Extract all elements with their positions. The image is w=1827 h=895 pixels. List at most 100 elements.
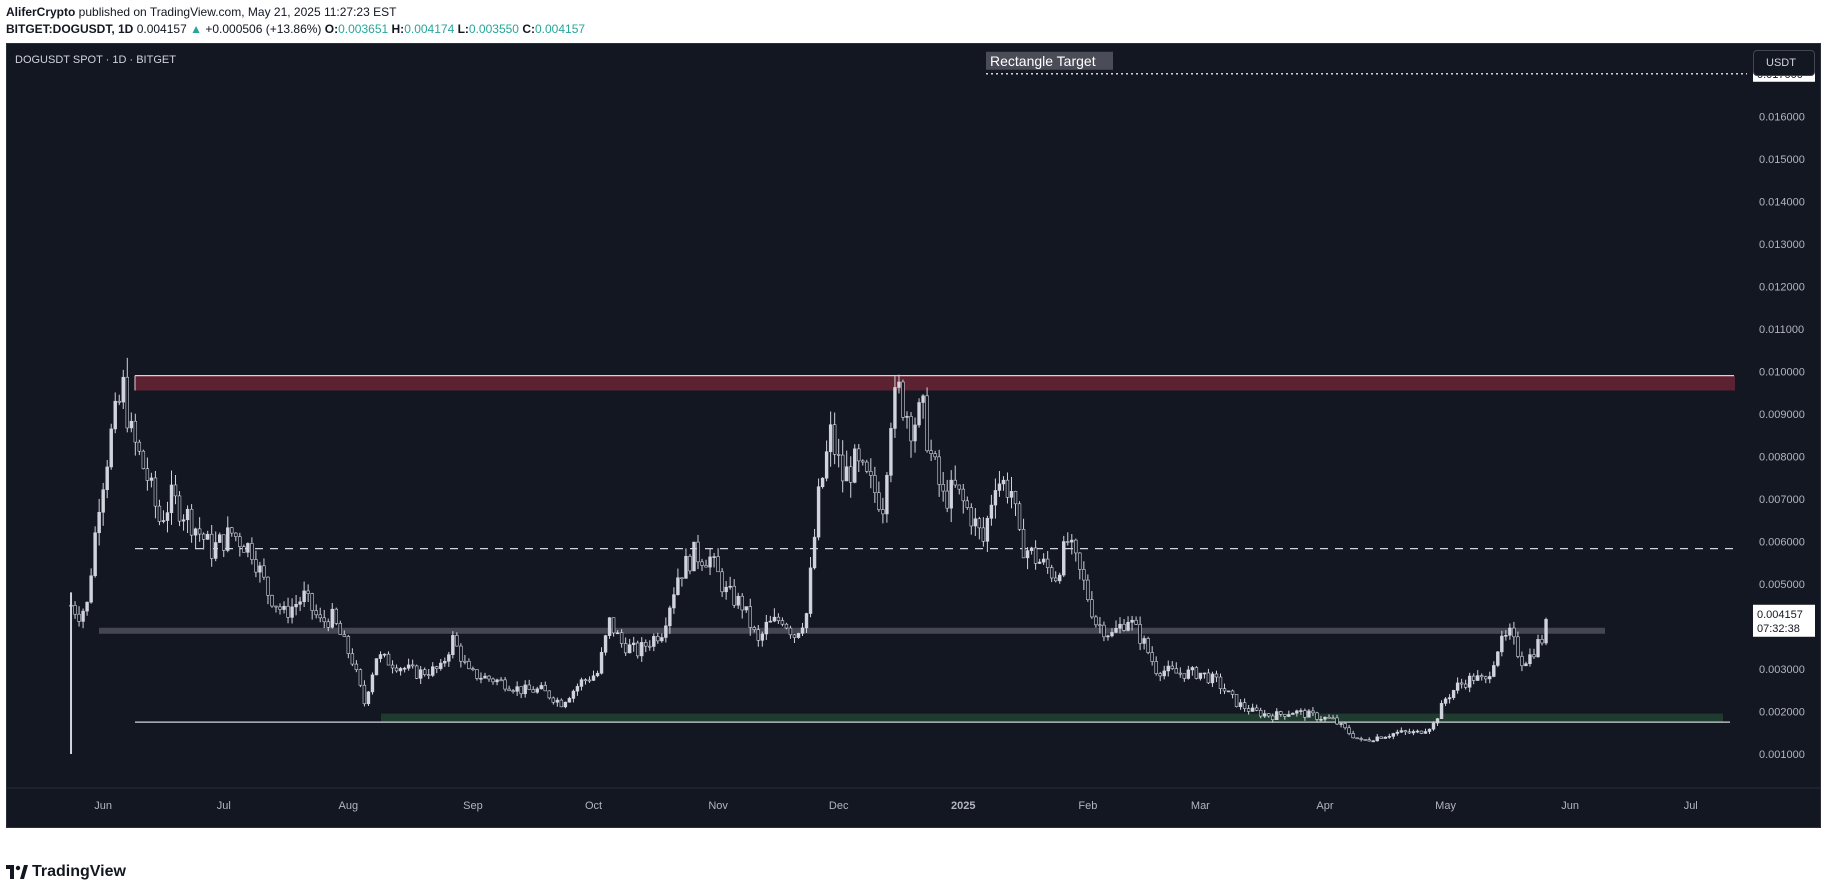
candle-body [1516, 636, 1520, 657]
candle-body [804, 613, 809, 629]
candle-body [840, 454, 845, 482]
candle-body [302, 590, 306, 603]
candle-body [792, 634, 797, 638]
candle-body [539, 685, 543, 690]
candle-body [129, 420, 134, 429]
candle-body [177, 495, 182, 522]
price-chart[interactable]: 0.0010000.0020000.0030000.0040000.005000… [7, 44, 1820, 827]
author-name[interactable]: AliferCrypto [6, 5, 76, 19]
candle-body [941, 484, 945, 492]
candle-body [519, 686, 523, 695]
candle-body [849, 466, 853, 483]
candle-body [1411, 731, 1416, 734]
candle-body [422, 669, 427, 675]
candle-body [93, 532, 97, 577]
candle-body [1009, 491, 1014, 498]
candle-body [491, 678, 495, 683]
candle-body [1331, 717, 1335, 720]
candle-body [370, 674, 375, 693]
candle-body [627, 644, 632, 654]
candle-body [768, 620, 773, 623]
candle-body [1138, 624, 1142, 644]
candle-body [953, 479, 957, 486]
candle-body [563, 701, 568, 708]
candle-body [1162, 670, 1166, 677]
resistance-zone[interactable] [135, 375, 1735, 391]
rectangle-target-label[interactable]: Rectangle Target [990, 53, 1096, 69]
candle-body [1198, 672, 1203, 679]
candle-body [913, 424, 917, 442]
candle-body [1098, 624, 1102, 627]
candle-body [201, 533, 206, 540]
candle-body [226, 527, 230, 551]
candle-body [828, 424, 833, 453]
candle-body [1106, 635, 1110, 638]
candle-body [676, 577, 680, 595]
candle-body [869, 471, 873, 476]
candle-body [1178, 672, 1183, 675]
candle-body [945, 490, 949, 509]
candle-body [326, 621, 330, 628]
support-zone[interactable] [381, 713, 1723, 723]
candle-body [1536, 639, 1540, 658]
candle-body [250, 543, 254, 560]
candle-body [286, 605, 290, 618]
symbol-interval: BITGET:DOGUSDT, 1D [6, 22, 134, 36]
chart-pane[interactable]: 0.0010000.0020000.0030000.0040000.005000… [6, 43, 1821, 828]
price-axis-tick: 0.002000 [1759, 706, 1805, 718]
time-axis-label: Dec [829, 800, 849, 812]
price-axis-tick: 0.011000 [1759, 324, 1804, 336]
candle-body [1110, 632, 1114, 637]
candle-body [149, 477, 154, 481]
tradingview-logo[interactable]: TradingView [6, 863, 126, 881]
candle-body [137, 441, 142, 452]
candle-body [181, 519, 186, 522]
price-axis-tick: 0.001000 [1759, 749, 1805, 761]
candle-body [547, 690, 552, 699]
last-price-label: 0.004157 [1757, 609, 1803, 621]
candle-body [656, 636, 660, 642]
published-text: published on TradingView.com, May 21, 20… [75, 5, 397, 19]
candle-body [756, 629, 760, 641]
candle-body [451, 635, 455, 655]
candle-body [1218, 676, 1223, 690]
candle-body [1471, 675, 1476, 681]
candle-body [1327, 716, 1331, 719]
candle-body [378, 654, 383, 659]
candle-body [334, 608, 338, 624]
candle-body [1387, 736, 1392, 738]
candle-body [969, 507, 974, 527]
candle-body [121, 376, 125, 403]
high-value: 0.004174 [404, 22, 455, 36]
candle-body [1041, 558, 1046, 563]
candle-body [1070, 539, 1074, 543]
candle-body [1226, 690, 1231, 693]
candle-body [1090, 599, 1094, 618]
candle-body [527, 684, 531, 690]
candle-body [1234, 694, 1239, 707]
price-axis-tick: 0.013000 [1759, 239, 1805, 251]
candle-body [877, 492, 881, 510]
candle-body [1230, 690, 1235, 695]
candle-body [1391, 733, 1396, 737]
candle-body [89, 575, 93, 603]
candle-body [1214, 673, 1219, 678]
currency-button[interactable]: USDT [1753, 50, 1815, 76]
candle-body [350, 653, 355, 665]
open-label: O: [324, 22, 339, 36]
price-axis-tick: 0.015000 [1759, 154, 1805, 166]
candle-body [1467, 675, 1472, 688]
candle-body [812, 536, 817, 569]
candle-body [1427, 728, 1432, 732]
candle-body [893, 387, 897, 429]
candle-body [672, 594, 676, 609]
candle-body [234, 532, 238, 537]
candle-body [716, 556, 720, 573]
candle-body [141, 450, 146, 469]
candle-body [101, 489, 105, 513]
time-axis-label: Aug [339, 800, 359, 812]
candle-body [1021, 529, 1026, 559]
candle-body [1029, 547, 1034, 551]
candle-body [238, 536, 242, 547]
candle-body [1431, 722, 1436, 730]
